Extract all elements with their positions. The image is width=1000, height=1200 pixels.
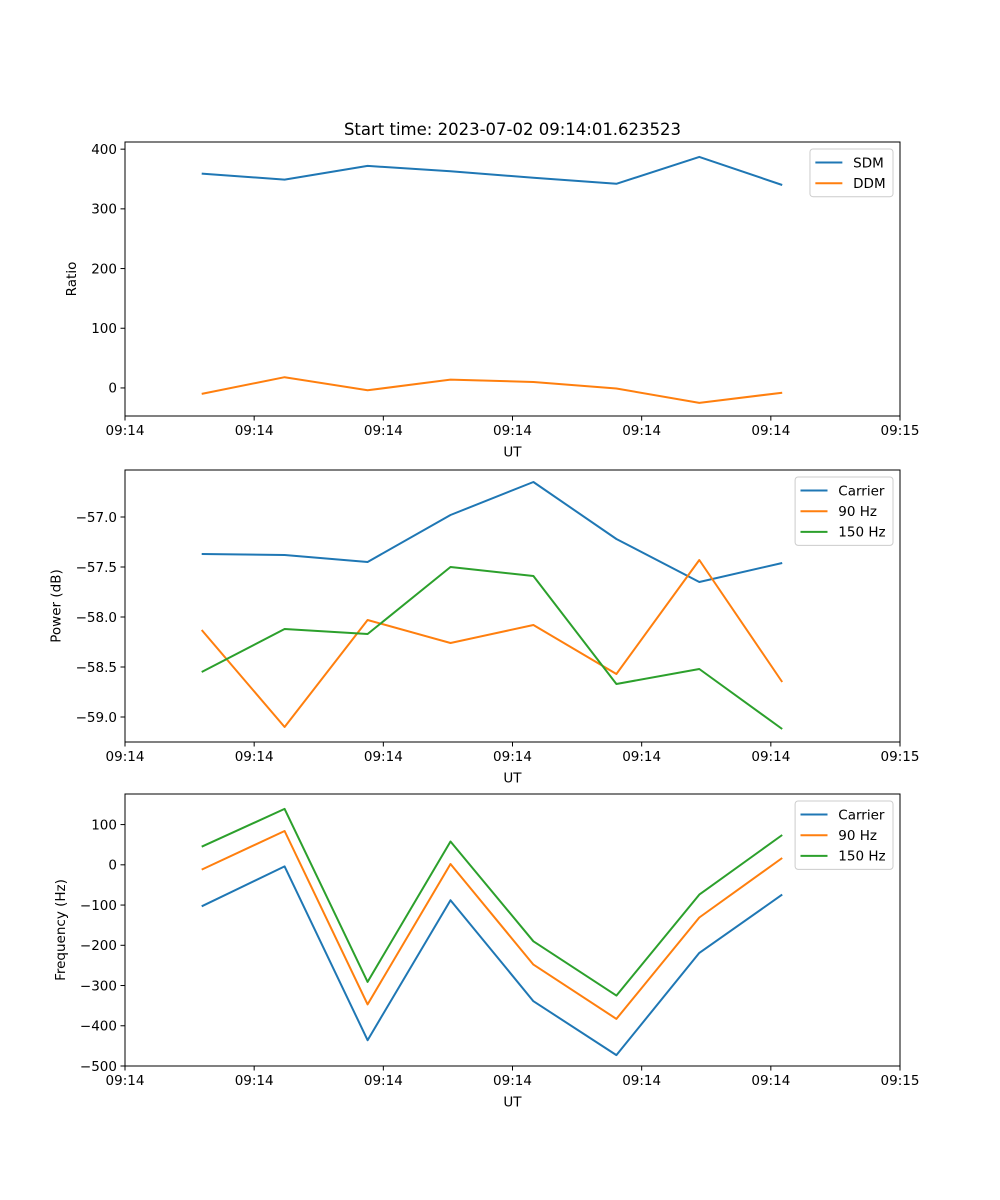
x-tick-label: 09:14	[493, 749, 532, 765]
plot-area-frame	[124, 793, 901, 1067]
y-tick-label: −59.0	[76, 710, 117, 726]
x-tick-label: 09:15	[881, 423, 920, 439]
x-tick-label: 09:14	[751, 749, 790, 765]
legend-entry-label: 150 Hz	[838, 849, 885, 865]
x-tick-label: 09:14	[235, 1073, 274, 1089]
y-axis-label: Ratio	[64, 262, 80, 297]
x-axis-label: UT	[503, 771, 522, 787]
legend-box	[794, 800, 894, 870]
x-tick-label: 09:14	[622, 749, 661, 765]
y-tick-label: 100	[91, 817, 117, 833]
legend: Carrier 90 Hz 150 Hz	[794, 476, 894, 546]
x-tick-label: 09:14	[751, 1073, 790, 1089]
y-tick-label: 100	[91, 321, 117, 337]
x-tick-label: 09:14	[751, 423, 790, 439]
x-tick-label: 09:14	[622, 1073, 661, 1089]
y-tick-label: −200	[80, 938, 117, 954]
x-tick-label: 09:14	[106, 1073, 145, 1089]
legend-box	[794, 476, 894, 546]
subplot-1: 09:14 09:14 09:14 09:14 09:14 09:14 09:15 0 100 2…	[64, 141, 920, 461]
y-tick-label: −300	[80, 978, 117, 994]
series-line-carrier	[201, 865, 783, 1057]
legend-entry-label: DDM	[853, 176, 885, 192]
x-axis-label: UT	[503, 445, 522, 461]
y-axis-label: Power (dB)	[49, 569, 65, 642]
x-tick-label: 09:15	[881, 749, 920, 765]
series-line-150-hz	[201, 807, 783, 997]
x-tick-label: 09:14	[364, 1073, 403, 1089]
x-tick-label: 09:14	[622, 423, 661, 439]
y-tick-label: −58.0	[76, 610, 117, 626]
x-tick-label: 09:14	[493, 423, 532, 439]
y-tick-label: 400	[91, 142, 117, 158]
x-tick-label: 09:14	[235, 423, 274, 439]
x-tick-label: 09:14	[106, 749, 145, 765]
legend-entry-label: 90 Hz	[838, 828, 877, 844]
subplot-2: 09:14 09:14 09:14 09:14 09:14 09:14 09:15 −57.0…	[49, 469, 920, 787]
figure-title: Start time: 2023-07-02 09:14:01.623523	[343, 120, 682, 139]
series-line-90-hz	[200, 559, 784, 728]
y-tick-label: −58.5	[76, 660, 117, 676]
y-tick-label: 0	[108, 381, 117, 397]
subplot-3: 09:14 09:14 09:14 09:14 09:14 09:14 09:15 100 0 −…	[53, 793, 920, 1111]
series-line-sdm	[201, 155, 783, 186]
y-tick-label: 0	[108, 858, 117, 874]
legend-box	[809, 148, 894, 198]
y-tick-label: −57.5	[76, 560, 117, 576]
y-tick-label: 300	[91, 202, 117, 218]
x-tick-label: 09:14	[364, 423, 403, 439]
legend-entry-label: Carrier	[838, 483, 885, 499]
series-line-carrier	[201, 481, 783, 583]
x-axis-label: UT	[503, 1095, 522, 1111]
plot-area-frame	[124, 141, 901, 417]
series-line-150-hz	[201, 566, 783, 730]
y-tick-label: −500	[80, 1059, 117, 1075]
legend: Carrier 90 Hz 150 Hz	[794, 800, 894, 870]
y-tick-label: −400	[80, 1019, 117, 1035]
y-tick-label: −100	[80, 898, 117, 914]
y-tick-label: −57.0	[76, 510, 117, 526]
legend-entry-label: 150 Hz	[838, 525, 885, 541]
x-tick-label: 09:14	[235, 749, 274, 765]
legend-entry-label: Carrier	[838, 807, 885, 823]
y-tick-label: 200	[91, 261, 117, 277]
legend-entry-label: 90 Hz	[838, 504, 877, 520]
legend-entry-label: SDM	[853, 155, 884, 171]
series-line-90-hz	[201, 830, 783, 1020]
x-tick-label: 09:14	[493, 1073, 532, 1089]
x-tick-label: 09:14	[106, 423, 145, 439]
plot-area-frame	[124, 469, 901, 743]
y-axis-label: Frequency (Hz)	[53, 879, 69, 981]
x-tick-label: 09:15	[881, 1073, 920, 1089]
x-tick-label: 09:14	[364, 749, 403, 765]
legend: SDM DDM	[809, 148, 894, 198]
series-line-ddm	[201, 376, 783, 404]
